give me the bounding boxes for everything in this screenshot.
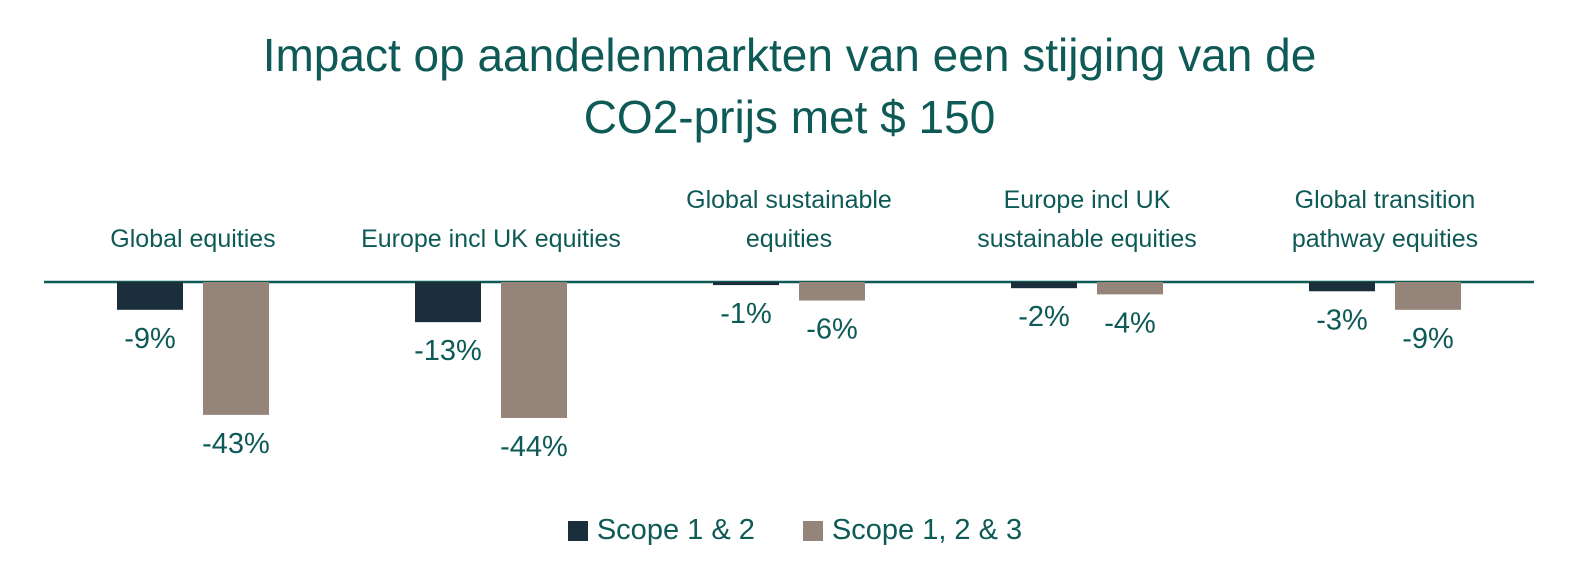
bar-series-2-category-1 (203, 282, 269, 415)
data-label-series-1-category-5: -3% (1316, 304, 1368, 336)
bar-series-2-category-2 (501, 282, 567, 418)
data-label-series-1-category-3: -1% (720, 298, 772, 330)
bar-series-2-category-3 (799, 282, 865, 301)
data-label-series-2-category-5: -9% (1402, 323, 1454, 355)
data-label-series-2-category-4: -4% (1104, 307, 1156, 339)
chart-legend: Scope 1 & 2 Scope 1, 2 & 3 (0, 514, 1569, 549)
legend-label-scope-1-2-3: Scope 1, 2 & 3 (831, 514, 1023, 546)
data-label-series-1-category-2: -13% (414, 335, 482, 367)
data-label-series-2-category-3: -6% (806, 314, 858, 346)
data-label-series-2-category-1: -43% (202, 428, 270, 460)
bar-series-1-category-3 (713, 282, 779, 286)
category-label-4-line-2: sustainable equities (977, 225, 1197, 253)
bar-series-2-category-4 (1097, 282, 1163, 295)
legend-item-scope-1-2: Scope 1 & 2 (567, 514, 755, 547)
legend-label-scope-1-2: Scope 1 & 2 (596, 514, 755, 546)
category-label-5-line-2: pathway equities (1292, 225, 1478, 253)
category-label-3-line-2: equities (746, 225, 832, 253)
data-label-series-1-category-4: -2% (1018, 301, 1070, 333)
chart-title: Impact op aandelenmarkten van een stijgi… (0, 24, 1569, 148)
bar-series-1-category-2 (415, 282, 481, 323)
legend-swatch-scope-1-2 (567, 520, 588, 541)
category-label-1-line-1: Global equities (110, 225, 275, 253)
legend-item-scope-1-2-3: Scope 1, 2 & 3 (802, 514, 1023, 547)
category-label-5-line-1: Global transition (1295, 186, 1476, 214)
bar-series-2-category-5 (1395, 282, 1461, 310)
bar-series-1-category-4 (1011, 282, 1077, 289)
category-label-4-line-1: Europe incl UK (1004, 186, 1171, 214)
data-label-series-2-category-2: -44% (500, 431, 568, 463)
legend-swatch-scope-1-2-3 (802, 520, 823, 541)
chart-title-line-2: CO2-prijs met $ 150 (583, 91, 996, 143)
category-label-3-line-1: Global sustainable (686, 186, 892, 214)
data-label-series-1-category-1: -9% (124, 323, 176, 355)
chart-title-line-1: Impact op aandelenmarkten van een stijgi… (262, 29, 1317, 81)
bar-series-1-category-5 (1309, 282, 1375, 292)
bar-series-1-category-1 (117, 282, 183, 310)
category-label-2-line-1: Europe incl UK equities (361, 225, 621, 253)
